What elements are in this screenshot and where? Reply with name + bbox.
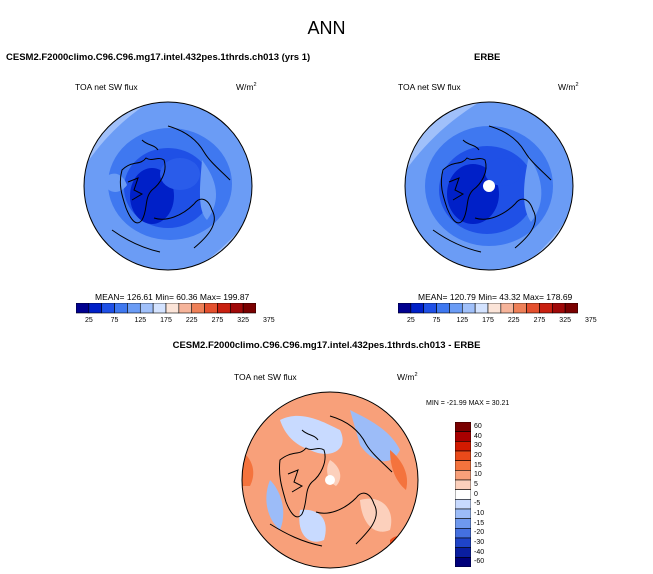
- diff-colorbar-swatch: [455, 508, 471, 519]
- model-colorbar-tick-label: 175: [160, 317, 172, 324]
- model-colorbar-tick-label: 325: [237, 317, 249, 324]
- diff-colorbar-tick-label: 20: [474, 451, 482, 459]
- diff-colorbar-swatch: [455, 422, 471, 432]
- diff-variable-label: TOA net SW flux: [234, 372, 297, 382]
- model-colorbar: [76, 303, 256, 314]
- diff-colorbar: [455, 422, 471, 567]
- model-colorbar-tick-label: 375: [263, 317, 275, 324]
- diff-colorbar-swatch: [455, 518, 471, 529]
- model-colorbar-swatch: [76, 303, 90, 314]
- obs-colorbar-swatch: [398, 303, 412, 314]
- diff-polar-map: [241, 391, 419, 569]
- obs-colorbar-tick-label: 25: [406, 317, 415, 324]
- obs-stats: MEAN= 120.79 Min= 43.32 Max= 178.69: [418, 292, 573, 302]
- diff-stats: MIN = -21.99 MAX = 30.21: [426, 400, 510, 407]
- diff-colorbar-tick-label: -5: [474, 500, 481, 508]
- model-colorbar-swatch: [191, 303, 205, 314]
- diff-colorbar-swatch: [455, 489, 471, 500]
- obs-colorbar-swatch: [436, 303, 450, 314]
- model-colorbar-swatch: [114, 303, 128, 314]
- model-colorbar-swatch: [242, 303, 256, 314]
- obs-colorbar-tick-label: 375: [585, 317, 597, 324]
- diff-panel-title: CESM2.F2000climo.C96.C96.mg17.intel.432p…: [172, 340, 481, 351]
- model-colorbar-swatch: [152, 303, 167, 314]
- diff-colorbar-swatch: [455, 499, 471, 510]
- model-colorbar-swatch: [127, 303, 141, 314]
- diff-colorbar-swatch: [455, 460, 471, 471]
- diff-colorbar-tick-label: -30: [474, 538, 485, 546]
- model-colorbar-tick-label: 225: [185, 317, 198, 324]
- diff-colorbar-swatch: [455, 557, 471, 567]
- obs-colorbar-tick-label: 225: [507, 317, 520, 324]
- diff-units-label: W/m2: [397, 372, 418, 382]
- diff-colorbar-tick-label: 40: [474, 432, 482, 440]
- model-colorbar-tick-label: 275: [211, 317, 224, 324]
- diff-colorbar-tick-label: 60: [474, 422, 482, 430]
- diff-colorbar-swatch: [455, 537, 471, 548]
- model-stats: MEAN= 126.61 Min= 60.36 Max= 199.87: [95, 292, 250, 302]
- obs-colorbar-swatch: [449, 303, 463, 314]
- obs-units-label: W/m2: [558, 82, 579, 92]
- obs-colorbar-tick-label: 325: [559, 317, 571, 324]
- obs-colorbar-swatch: [526, 303, 540, 314]
- model-panel-title: CESM2.F2000climo.C96.C96.mg17.intel.432p…: [6, 52, 311, 63]
- diff-colorbar-swatch: [455, 479, 471, 490]
- obs-colorbar-tick-label: 175: [482, 317, 494, 324]
- obs-colorbar: [398, 303, 578, 314]
- obs-polar-map: [404, 101, 574, 271]
- diff-colorbar-tick-label: 10: [474, 471, 482, 479]
- obs-colorbar-swatch: [551, 303, 566, 314]
- obs-colorbar-tick-label: 125: [456, 317, 469, 324]
- obs-colorbar-tick-label: 75: [432, 317, 441, 324]
- model-colorbar-swatch: [88, 303, 103, 314]
- diff-colorbar-swatch: [455, 441, 471, 452]
- model-colorbar-swatch: [101, 303, 115, 314]
- diff-colorbar-swatch: [455, 450, 471, 461]
- model-colorbar-tick-label: 75: [110, 317, 119, 324]
- model-colorbar-swatch: [217, 303, 231, 314]
- diff-colorbar-swatch: [455, 528, 471, 539]
- model-polar-map: [83, 101, 253, 271]
- obs-variable-label: TOA net SW flux: [398, 82, 461, 92]
- model-colorbar-swatch: [204, 303, 218, 314]
- page-title: ANN: [307, 18, 346, 38]
- diff-colorbar-tick-label: 0: [474, 490, 478, 498]
- model-colorbar-swatch: [139, 303, 154, 314]
- model-colorbar-swatch: [229, 303, 244, 314]
- obs-colorbar-tick-label: 275: [533, 317, 546, 324]
- model-colorbar-swatch: [178, 303, 193, 314]
- diff-colorbar-tick-label: -60: [474, 558, 485, 566]
- diff-colorbar-tick-label: -10: [474, 509, 485, 517]
- model-colorbar-tick-label: 25: [84, 317, 93, 324]
- diff-colorbar-tick-label: -40: [474, 548, 485, 556]
- obs-colorbar-swatch: [539, 303, 553, 314]
- obs-colorbar-swatch: [474, 303, 489, 314]
- diff-colorbar-swatch: [455, 547, 471, 558]
- diff-colorbar-swatch: [455, 431, 471, 442]
- diff-colorbar-tick-label: 15: [474, 461, 482, 469]
- model-colorbar-swatch: [165, 303, 180, 314]
- diff-colorbar-tick-label: 5: [474, 480, 478, 488]
- obs-colorbar-swatch: [423, 303, 437, 314]
- diff-colorbar-swatch: [455, 470, 471, 481]
- obs-colorbar-swatch: [513, 303, 527, 314]
- obs-colorbar-swatch: [564, 303, 578, 314]
- model-colorbar-tick-label: 125: [134, 317, 147, 324]
- obs-colorbar-swatch: [500, 303, 515, 314]
- model-units-label: W/m2: [236, 82, 257, 92]
- obs-colorbar-swatch: [410, 303, 425, 314]
- diff-colorbar-tick-label: -20: [474, 529, 485, 537]
- model-variable-label: TOA net SW flux: [75, 82, 138, 92]
- diff-colorbar-tick-label: -15: [474, 519, 485, 527]
- diff-colorbar-tick-label: 30: [474, 442, 482, 450]
- obs-colorbar-swatch: [461, 303, 476, 314]
- obs-colorbar-swatch: [487, 303, 502, 314]
- obs-panel-title: ERBE: [474, 52, 501, 63]
